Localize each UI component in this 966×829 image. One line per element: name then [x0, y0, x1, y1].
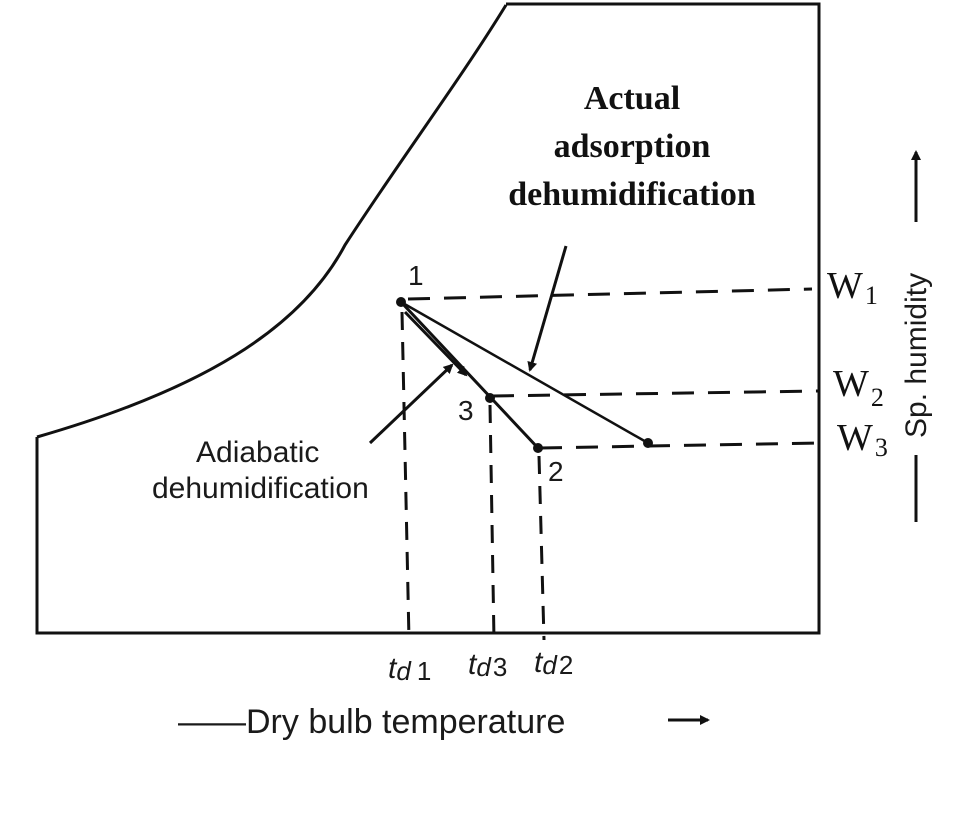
- w3-label: W3: [837, 417, 888, 462]
- adiabatic-pointer-arrow: [368, 363, 454, 445]
- point-label-2: 2: [548, 456, 564, 487]
- y-axis-label: Sp. humidity: [900, 273, 933, 438]
- w2-dashed-line: [491, 389, 819, 398]
- y-axis-group: Sp. humidity: [900, 150, 933, 522]
- w3-dashed-line: [539, 441, 819, 450]
- chart-frame: [35, 2, 821, 635]
- x-axis-label: ——Dry bulb temperature: [178, 703, 565, 741]
- process-arrow-1: [403, 310, 468, 377]
- w2-label: W2: [833, 363, 884, 412]
- td1-dashed-line: [400, 311, 411, 641]
- w1-dashed-line: [407, 287, 813, 301]
- adiabatic-process-line: [399, 300, 540, 450]
- td2-dashed-line: [537, 455, 546, 641]
- td3-label: td3: [468, 648, 507, 682]
- actual-label-line1: Actual: [584, 80, 680, 117]
- td1-label: td 1: [388, 652, 431, 686]
- actual-label-line3: dehumidification: [508, 176, 756, 213]
- actual-end-point: [643, 438, 653, 448]
- actual-process-line: [400, 300, 649, 445]
- point-label-1: 1: [408, 260, 424, 291]
- saturation-curve: [36, 4, 508, 439]
- adiabatic-label-line2: dehumidification: [152, 472, 369, 505]
- w1-label: W1: [827, 265, 878, 310]
- actual-pointer-arrow: [527, 245, 568, 372]
- state-point-2: [533, 443, 543, 453]
- td3-dashed-line: [488, 404, 496, 641]
- adiabatic-label-line1: Adiabatic: [196, 436, 319, 469]
- state-point-1: [396, 297, 406, 307]
- td2-label: td2: [534, 646, 573, 680]
- state-point-3: [485, 393, 495, 403]
- actual-label-line2: adsorption: [554, 128, 711, 165]
- point-label-3: 3: [458, 395, 474, 426]
